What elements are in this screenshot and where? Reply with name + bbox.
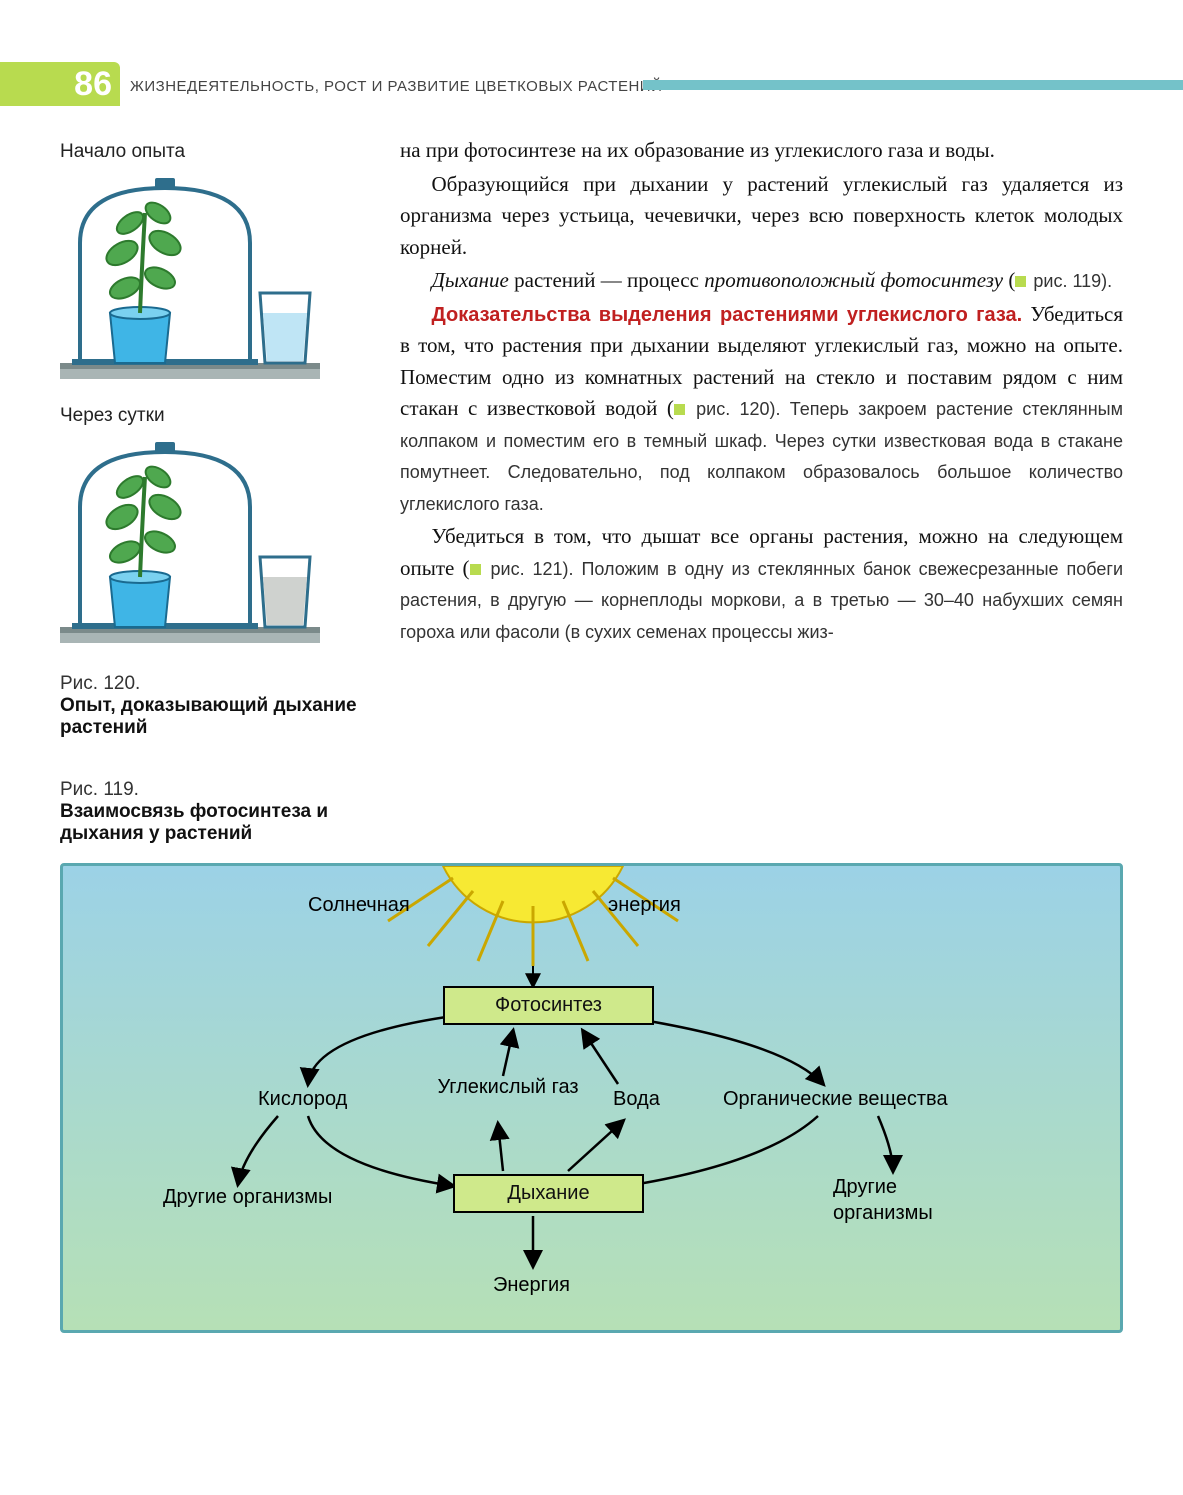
- figure-119-diagram: Солнечная энергия Фотосинтез Кислород Уг…: [60, 863, 1123, 1333]
- ref-square-icon: [674, 404, 685, 415]
- paragraph-5: Убедиться в том, что дышат все органы ра…: [400, 521, 1123, 647]
- label-organics: Органические вещества: [723, 1088, 948, 1111]
- experiment-after-label: Через сутки: [60, 405, 370, 427]
- label-other-right: Другие организмы: [833, 1174, 933, 1226]
- ref-square-icon: [1015, 276, 1026, 287]
- label-energy-top: энергия: [608, 894, 681, 917]
- label-solar: Солнечная: [308, 894, 410, 917]
- text-protivo: противоположный фотосинтезу: [704, 268, 1003, 292]
- figure-120-title: Опыт, доказывающий дыхание растений: [60, 695, 370, 739]
- page-number: 86: [0, 62, 120, 106]
- paragraph-1: на при фотосинтезе на их образование из …: [400, 135, 1123, 167]
- label-energy-bottom: Энергия: [493, 1274, 570, 1297]
- page-header: 86 ЖИЗНЕДЕЯТЕЛЬНОСТЬ, РОСТ И РАЗВИТИЕ ЦВ…: [60, 70, 1123, 110]
- figure-120-number: Рис. 120.: [60, 673, 370, 695]
- label-oxygen: Кислород: [258, 1088, 347, 1111]
- label-other-left: Другие организмы: [163, 1186, 332, 1209]
- chapter-title: ЖИЗНЕДЕЯТЕЛЬНОСТЬ, РОСТ И РАЗВИТИЕ ЦВЕТК…: [130, 78, 662, 95]
- figure-119-title: Взаимосвязь фотосинтеза и дыхания у раст…: [60, 801, 370, 845]
- box-respiration: Дыхание: [453, 1174, 644, 1213]
- figure-119-number: Рис. 119.: [60, 779, 370, 801]
- body-text: на при фотосинтезе на их образование из …: [400, 135, 1123, 845]
- figure-119-caption: Рис. 119. Взаимосвязь фотосинтеза и дыха…: [60, 779, 370, 845]
- heading-dokazatelstva: Доказательства выделения растениями угле…: [432, 304, 1023, 326]
- paragraph-3: Дыхание растений — процесс противоположн…: [400, 265, 1123, 297]
- paragraph-4: Доказательства выделения растениями угле…: [400, 299, 1123, 520]
- experiment-start-label: Начало опыта: [60, 141, 370, 163]
- box-photosynthesis: Фотосинтез: [443, 986, 654, 1025]
- label-water: Вода: [613, 1088, 660, 1111]
- text-dyhanie: Дыхание: [432, 268, 509, 292]
- paragraph-2: Образующийся при дыхании у растений угле…: [400, 169, 1123, 264]
- ref-square-icon: [470, 564, 481, 575]
- experiment-start-icon: [60, 173, 320, 393]
- experiment-after-icon: [60, 437, 320, 657]
- label-co2: Углекислый газ: [433, 1076, 583, 1098]
- header-bar-icon: [643, 80, 1183, 90]
- figure-120-caption: Рис. 120. Опыт, доказывающий дыхание рас…: [60, 673, 370, 739]
